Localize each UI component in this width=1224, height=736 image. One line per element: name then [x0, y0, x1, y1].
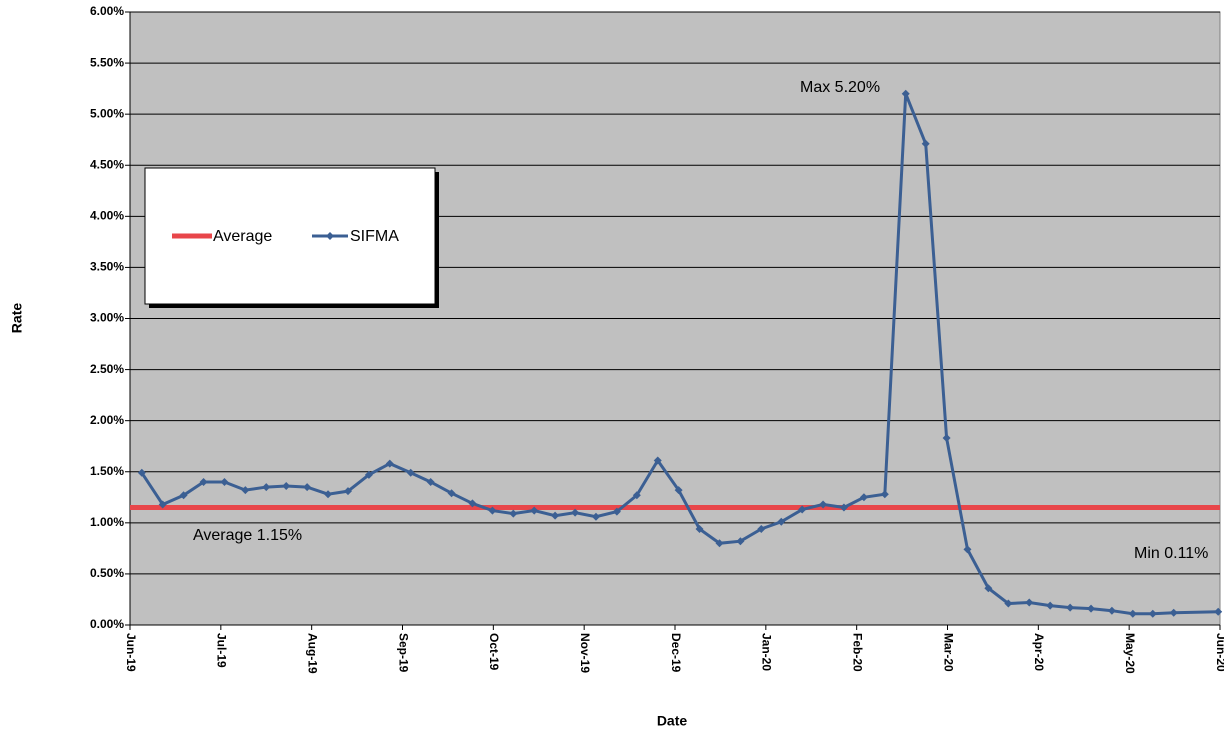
data-point: [880, 490, 889, 499]
data-point: [591, 512, 600, 521]
legend-label: SIFMA: [350, 228, 399, 245]
data-point: [1025, 598, 1034, 607]
annotation: Min 0.11%: [1134, 545, 1208, 562]
data-point: [921, 139, 930, 148]
data-point: [282, 482, 291, 491]
data-point: [468, 499, 477, 508]
y-tick-label: 6.00%: [90, 4, 124, 18]
x-tick-label: Sep-19: [396, 633, 410, 673]
data-point: [798, 505, 807, 514]
data-point: [695, 524, 704, 533]
data-point: [1087, 604, 1096, 613]
data-point: [632, 491, 641, 500]
legend-label: Average: [213, 228, 272, 245]
data-point: [1128, 609, 1137, 618]
x-axis-title: Date: [657, 713, 688, 729]
data-point: [262, 483, 271, 492]
data-point: [179, 491, 188, 500]
data-point: [1004, 599, 1013, 608]
data-point: [551, 511, 560, 520]
y-tick-label: 2.50%: [90, 362, 124, 376]
data-point: [1046, 601, 1055, 610]
data-point: [530, 506, 539, 515]
data-point: [1148, 609, 1157, 618]
y-tick-label: 0.50%: [90, 566, 124, 580]
data-point: [447, 489, 456, 498]
data-point: [859, 493, 868, 502]
data-point: [1066, 603, 1075, 612]
annotation: Max 5.20%: [800, 79, 880, 96]
x-tick-label: Apr-20: [1032, 633, 1046, 671]
data-point: [839, 503, 848, 512]
data-point: [1107, 606, 1116, 615]
x-tick-label: May-20: [1123, 633, 1137, 674]
data-point: [942, 434, 951, 443]
data-point: [220, 477, 229, 486]
data-point: [674, 486, 683, 495]
data-point: [1169, 608, 1178, 617]
data-point: [406, 468, 415, 477]
data-point: [344, 487, 352, 496]
x-tick-label: Jul-19: [215, 633, 229, 668]
x-tick-label: Dec-19: [669, 633, 683, 673]
data-point: [364, 470, 373, 479]
data-point: [324, 490, 333, 499]
data-point: [137, 468, 146, 477]
y-tick-label: 0.00%: [90, 617, 124, 631]
y-tick-label: 5.00%: [90, 106, 124, 120]
data-point: [757, 524, 766, 533]
x-tick-label: Jan-20: [760, 633, 774, 671]
data-point: [715, 539, 724, 548]
data-point: [963, 545, 972, 554]
data-point: [612, 507, 621, 516]
y-tick-label: 3.50%: [90, 260, 124, 274]
data-point: [509, 509, 518, 518]
y-tick-label: 3.00%: [90, 311, 124, 325]
legend-marker: [326, 232, 334, 240]
data-point: [303, 483, 312, 492]
data-point: [385, 459, 394, 468]
x-tick-label: Aug-19: [305, 633, 319, 674]
series-line: [140, 93, 1219, 616]
data-point: [1214, 607, 1223, 616]
y-tick-label: 1.00%: [90, 515, 124, 529]
y-tick-label: 5.50%: [90, 55, 124, 69]
x-tick-label: Mar-20: [941, 633, 955, 672]
data-point: [241, 486, 250, 495]
data-point: [488, 506, 497, 515]
data-point: [984, 584, 993, 593]
x-tick-label: Nov-19: [578, 633, 592, 673]
data-point: [777, 517, 786, 526]
y-tick-label: 4.00%: [90, 209, 124, 223]
data-point: [158, 500, 167, 509]
y-tick-label: 1.50%: [90, 464, 124, 478]
y-axis-title: Rate: [9, 303, 25, 334]
data-point: [426, 477, 435, 486]
data-point: [819, 500, 828, 509]
data-point: [653, 456, 662, 465]
data-point: [571, 508, 580, 517]
y-tick-label: 2.00%: [90, 413, 124, 427]
data-point: [199, 477, 208, 486]
data-point: [736, 537, 745, 546]
y-tick-label: 4.50%: [90, 157, 124, 171]
x-tick-label: Jun-20: [1214, 633, 1224, 672]
x-tick-label: Feb-20: [850, 633, 864, 672]
x-tick-label: Oct-19: [487, 633, 501, 671]
annotation: Average 1.15%: [193, 527, 302, 544]
data-point: [901, 89, 910, 98]
x-tick-label: Jun-19: [124, 633, 138, 672]
